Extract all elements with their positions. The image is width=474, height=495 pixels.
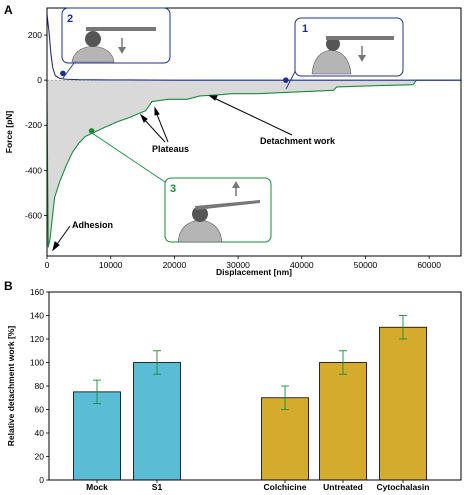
series-approach [46, 14, 461, 81]
panel-b-label: B [4, 279, 13, 293]
panel-b-y-label: Relative detachment work [%] [6, 326, 16, 447]
inset-2-arrowhead [118, 47, 126, 54]
inset-1-number: 1 [302, 23, 308, 35]
panel-a-y-ticks: -600 -400 -200 0 200 [25, 30, 47, 220]
panel-a-label: A [4, 3, 13, 17]
adhesion-arrowhead [52, 241, 60, 252]
x-tick-label: 30000 [226, 260, 250, 270]
bar-mock [73, 391, 121, 481]
bar-colchicine [261, 397, 309, 481]
y-tick-label: 140 [30, 311, 44, 321]
bar-s1 [133, 362, 181, 481]
panel-a-plot [46, 14, 461, 248]
panel-a-y-label: Force [pN] [4, 111, 14, 154]
panel-b-y-ticks: 0 20 40 60 80 100 120 140 160 [30, 287, 49, 485]
y-tick-label: -200 [25, 120, 42, 130]
series-retract [46, 79, 461, 248]
plateau-arrow-1 [142, 117, 166, 143]
annotation-plateaus: Plateaus [152, 144, 189, 154]
y-tick-label: 40 [35, 428, 45, 438]
x-tick-label: 0 [45, 260, 50, 270]
plateau-arrowhead-2 [154, 106, 160, 116]
y-tick-label: 80 [35, 381, 45, 391]
connector-3 [91, 132, 166, 183]
marker-1 [283, 77, 289, 83]
panel-b-categories: Mock S1 Colchicine Untreated Cytochalasin [86, 480, 429, 492]
category-label: Mock [86, 482, 108, 492]
y-tick-label: 0 [39, 475, 44, 485]
inset-1: 1 [294, 17, 404, 77]
y-tick-label: 20 [35, 452, 45, 462]
plateau-arrowhead-1 [139, 113, 148, 123]
panel-a-frame [46, 7, 462, 257]
bar-cytochalasin [379, 326, 427, 481]
panel-b-bars [73, 315, 427, 481]
y-tick-label: 120 [30, 334, 44, 344]
inset-3-cantilever [195, 200, 260, 210]
inset-2-number: 2 [67, 13, 73, 25]
inset-2-bead [85, 31, 101, 47]
inset-1-bead [326, 37, 340, 51]
detachment-arrow [213, 97, 293, 136]
detachment-arrowhead [208, 95, 218, 101]
bar-untreated [319, 362, 367, 481]
inset-3: 3 [164, 177, 272, 243]
y-tick-label: -400 [25, 165, 42, 175]
annotation-arrows [52, 95, 293, 252]
x-tick-label: 40000 [290, 260, 314, 270]
category-label: Cytochalasin [377, 482, 430, 492]
category-label: Untreated [323, 482, 363, 492]
inset-2: 2 [61, 7, 171, 64]
inset-3-arrowhead [232, 181, 240, 188]
panel-a-x-label: Displacement [nm] [216, 267, 292, 277]
detachment-work-area [47, 80, 461, 247]
y-tick-label: 60 [35, 405, 45, 415]
plateau-arrow-2 [155, 111, 169, 143]
inset-1-cantilever [326, 36, 394, 40]
annotation-detachment-work: Detachment work [260, 136, 336, 146]
marker-2 [60, 70, 66, 77]
x-tick-label: 20000 [163, 260, 187, 270]
x-tick-label: 10000 [99, 260, 123, 270]
y-tick-label: 160 [30, 287, 44, 297]
inset-3-number: 3 [170, 183, 176, 195]
y-tick-label: 200 [28, 30, 42, 40]
panel-a-x-ticks: 0 10000 20000 30000 40000 50000 60000 [45, 256, 441, 270]
inset-1-arrowhead [358, 55, 366, 62]
y-tick-label: 100 [30, 358, 44, 368]
y-tick-label: 0 [37, 75, 42, 85]
marker-3 [88, 128, 95, 134]
inset-2-cantilever [86, 27, 156, 31]
y-tick-label: -600 [25, 210, 42, 220]
category-label: Colchicine [264, 482, 307, 492]
category-label: S1 [152, 482, 163, 492]
x-tick-label: 50000 [354, 260, 378, 270]
x-tick-label: 60000 [417, 260, 441, 270]
annotation-adhesion: Adhesion [72, 220, 113, 230]
